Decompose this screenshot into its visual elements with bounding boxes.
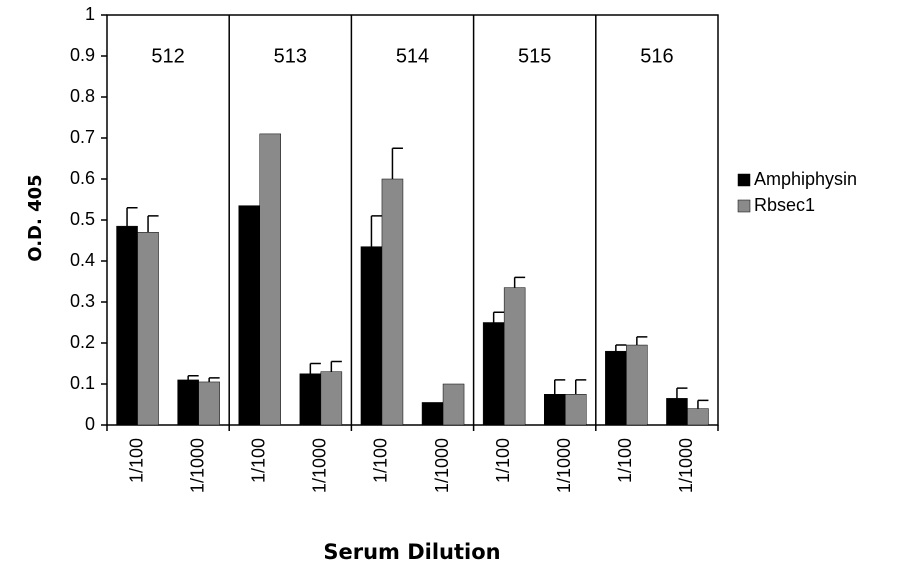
error-bar bbox=[513, 276, 526, 288]
error-bar bbox=[126, 206, 138, 227]
x-tick-label: 1/100 bbox=[126, 438, 146, 483]
bar bbox=[259, 133, 281, 426]
bar bbox=[177, 379, 199, 426]
bar bbox=[360, 246, 383, 426]
error-bar bbox=[697, 399, 709, 409]
group-label: 513 bbox=[274, 45, 307, 67]
error-bar bbox=[147, 215, 159, 233]
group-label: 516 bbox=[640, 45, 673, 67]
bar bbox=[137, 232, 159, 426]
error-bar bbox=[187, 375, 199, 380]
x-tick-label: 1/1000 bbox=[310, 438, 330, 493]
group-label: 515 bbox=[518, 45, 551, 67]
bar bbox=[503, 287, 526, 426]
error-bar bbox=[492, 311, 505, 323]
y-tick-label: 0.1 bbox=[70, 373, 95, 393]
bar bbox=[421, 402, 444, 426]
group-label: 512 bbox=[151, 45, 184, 67]
bar bbox=[381, 178, 404, 426]
error-bar bbox=[370, 215, 382, 247]
error-bar bbox=[676, 387, 688, 399]
bar bbox=[687, 408, 709, 426]
y-tick-label: 0.4 bbox=[70, 250, 95, 270]
error-bar bbox=[330, 360, 342, 372]
bar bbox=[116, 225, 138, 426]
x-tick-label: 1/100 bbox=[493, 438, 513, 483]
bar bbox=[666, 398, 688, 426]
bar bbox=[482, 322, 505, 426]
legend-label: Rbsec1 bbox=[754, 195, 815, 215]
x-tick-label: 1/1000 bbox=[676, 438, 696, 493]
y-tick-label: 0.6 bbox=[70, 168, 95, 188]
legend-swatch bbox=[737, 199, 751, 213]
bar bbox=[605, 350, 627, 426]
bar bbox=[442, 383, 465, 426]
group-label: 514 bbox=[396, 45, 429, 67]
y-tick-label: 0.2 bbox=[70, 332, 95, 352]
x-tick-label: 1/1000 bbox=[187, 438, 207, 493]
error-bar bbox=[554, 379, 566, 395]
y-tick-label: 1 bbox=[85, 4, 95, 24]
bar bbox=[565, 394, 587, 426]
error-bar bbox=[391, 147, 403, 179]
bar bbox=[626, 344, 648, 426]
x-axis-title: Serum Dilution bbox=[323, 540, 500, 564]
x-tick-label: 1/100 bbox=[249, 438, 269, 483]
y-tick-label: 0.5 bbox=[70, 209, 95, 229]
error-bar bbox=[575, 379, 587, 395]
error-bar bbox=[309, 362, 321, 374]
x-tick-label: 1/1000 bbox=[554, 438, 574, 493]
bar bbox=[299, 373, 322, 426]
y-tick-label: 0.7 bbox=[70, 127, 95, 147]
y-tick-label: 0.3 bbox=[70, 291, 95, 311]
y-axis-title: O.D. 405 bbox=[25, 174, 46, 261]
bar bbox=[320, 371, 343, 426]
legend-label: Amphiphysin bbox=[754, 169, 857, 189]
error-bar bbox=[636, 336, 648, 346]
y-tick-label: 0 bbox=[85, 414, 95, 434]
x-tick-label: 1/100 bbox=[371, 438, 391, 483]
bar bbox=[238, 205, 260, 426]
legend-swatch bbox=[737, 173, 751, 187]
error-bar bbox=[615, 344, 627, 352]
error-bar bbox=[208, 377, 220, 382]
y-tick-label: 0.8 bbox=[70, 86, 95, 106]
bar bbox=[198, 381, 220, 426]
x-tick-label: 1/1000 bbox=[432, 438, 452, 493]
y-tick-label: 0.9 bbox=[70, 45, 95, 65]
bar bbox=[544, 394, 566, 426]
x-tick-label: 1/100 bbox=[615, 438, 635, 483]
